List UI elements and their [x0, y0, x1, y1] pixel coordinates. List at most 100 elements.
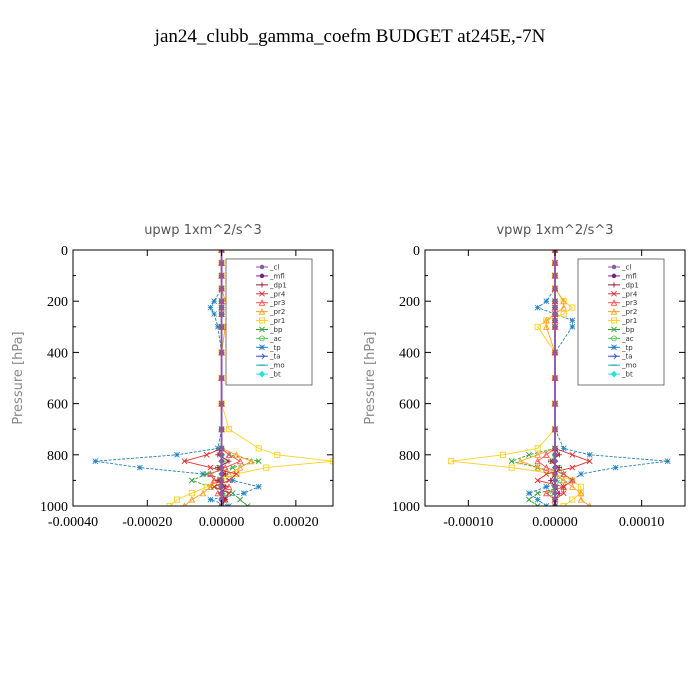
data-point [219, 286, 224, 291]
data-point [560, 297, 567, 305]
data-point [552, 478, 558, 483]
data-point [255, 458, 262, 465]
data-point [207, 304, 214, 311]
data-point [543, 316, 550, 324]
data-point [219, 311, 224, 317]
data-point [552, 375, 558, 381]
data-point [543, 483, 550, 490]
data-point [508, 464, 515, 471]
legend-box [577, 258, 665, 386]
legend-marker [611, 282, 617, 288]
data-point [211, 311, 218, 317]
data-point [578, 471, 584, 477]
y-tick-label: 0 [413, 244, 420, 259]
legend-marker [259, 264, 265, 270]
legend-label: _bt [621, 371, 633, 379]
legend-label: _tp [621, 344, 633, 352]
data-point [534, 451, 541, 458]
data-point [173, 496, 181, 503]
data-point [219, 490, 224, 496]
legend-entry: _pr4 [608, 290, 638, 298]
y-tick-label: 200 [399, 295, 420, 310]
data-point [577, 495, 585, 503]
legend-label: _ac [269, 335, 282, 343]
panel-title: upwp 1xm^2/s^3 [144, 223, 262, 238]
legend: _cl_mfl_dp1_pr4_pr3_pr2_pr1_bp_ac_tp_ta_… [577, 258, 665, 386]
data-point [247, 457, 255, 465]
data-point [552, 311, 558, 317]
legend-marker [259, 282, 265, 288]
data-point [219, 350, 224, 355]
data-point [219, 375, 224, 381]
upwp-panel: upwp 1xm^2/s^3 Pressure [hPa] 0 200 400 600 80… [11, 223, 334, 530]
legend-marker [258, 308, 266, 315]
y-tick-label: 1000 [392, 500, 420, 515]
data-point [233, 451, 240, 458]
legend-entry: _bp [256, 326, 283, 334]
legend-entry: _pr3 [256, 299, 285, 307]
data-point [534, 304, 541, 311]
legend-marker [258, 299, 266, 306]
legend-label: _pr2 [269, 308, 285, 316]
data-point [207, 464, 214, 471]
data-point [552, 471, 558, 477]
data-point [552, 298, 558, 304]
legend-label: _mfl [621, 272, 637, 280]
y-tick-label: 600 [47, 398, 68, 413]
data-point [219, 305, 224, 310]
data-point [612, 464, 619, 471]
data-point [534, 323, 541, 330]
data-point [543, 451, 550, 458]
data-point [552, 318, 558, 323]
data-point [225, 426, 233, 433]
data-point [552, 260, 558, 266]
legend-label: _bp [269, 326, 283, 334]
data-point [219, 273, 224, 278]
data-point [211, 298, 218, 305]
legend-marker [259, 290, 265, 297]
data-point [219, 426, 224, 432]
legend-label: _dp1 [621, 281, 639, 289]
legend-entry: _tp [256, 344, 281, 352]
legend-entry: _cl [608, 264, 631, 272]
data-point [569, 483, 576, 490]
data-point [569, 451, 576, 458]
y-tick-label: 800 [47, 449, 68, 464]
figure-title: jan24_clubb_gamma_coefm BUDGET at245E,-7… [154, 26, 546, 47]
legend-entry: _ac [256, 335, 282, 343]
legend-entry: _pr2 [608, 308, 637, 316]
data-point [188, 477, 195, 484]
data-point [569, 323, 576, 330]
legend-marker [611, 264, 617, 270]
data-point [203, 451, 210, 458]
data-point [552, 273, 558, 278]
data-point [560, 470, 567, 478]
legend-marker [259, 273, 265, 279]
data-point [552, 401, 558, 406]
data-point [219, 471, 224, 477]
legend-entry: _tp [608, 344, 633, 352]
x-tick-label: -0.00020 [122, 515, 172, 530]
x-tick-label: 0.00010 [619, 515, 665, 530]
data-point [548, 477, 554, 483]
data-point [534, 496, 541, 503]
data-point [569, 496, 576, 503]
y-axis-label: Pressure [hPa] [11, 331, 26, 424]
data-point [499, 451, 507, 458]
data-point [199, 489, 207, 497]
data-point [543, 489, 550, 497]
data-point [508, 458, 515, 465]
data-point [255, 445, 262, 452]
legend-entry: _mfl [256, 272, 285, 280]
legend-entry: _mfl [608, 272, 637, 280]
data-point [543, 323, 550, 330]
series-cl [552, 250, 558, 506]
data-point [219, 298, 224, 304]
data-point [560, 303, 567, 311]
x-tick-label: -0.00040 [48, 515, 98, 530]
legend-marker [259, 344, 265, 351]
data-point [136, 464, 143, 471]
data-point [219, 478, 224, 483]
data-point [219, 324, 224, 330]
